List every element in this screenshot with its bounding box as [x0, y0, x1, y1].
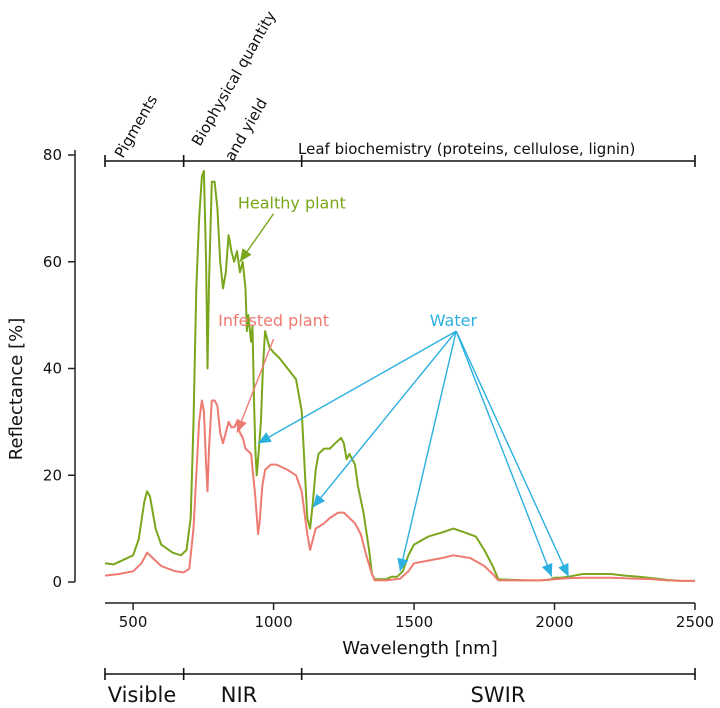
x-axis-label: Wavelength [nm] [342, 638, 498, 659]
bottom-region-label-nir: NIR [221, 683, 258, 707]
x-tick-label: 2000 [535, 613, 573, 631]
annotation-arrow-water [455, 330, 553, 577]
axes [74, 150, 695, 604]
series-lines [104, 170, 695, 582]
x-tick-label: 2500 [676, 613, 714, 631]
bottom-region-label-visible: Visible [108, 683, 177, 707]
y-tick-label: 60 [43, 253, 62, 271]
y-tick-label: 40 [43, 360, 62, 378]
y-tick-label: 20 [43, 466, 62, 484]
y-tick-label: 80 [43, 146, 62, 164]
x-tick-label: 1000 [254, 613, 292, 631]
bottom-region-bracket: Visible NIR SWIR [104, 668, 696, 707]
y-axis-ticks: 0 20 40 60 80 [43, 146, 75, 591]
x-axis-ticks: 500 1000 1500 2000 2500 [119, 603, 714, 631]
annotation-arrow-water [455, 330, 570, 577]
annotation-arrow-healthy-plant [239, 213, 275, 263]
annotation-arrow-water [257, 330, 457, 444]
top-region-label: Biophysical quantity [188, 8, 280, 149]
y-axis-label: Reflectance [%] [6, 318, 27, 460]
x-tick-label: 500 [119, 613, 148, 631]
annotation-arrow-water [397, 330, 457, 572]
top-region-label: Leaf biochemistry (proteins, cellulose, … [298, 140, 635, 158]
bottom-region-label-swir: SWIR [471, 683, 526, 707]
annotation-label-healthy-plant: Healthy plant [238, 193, 346, 212]
y-tick-label: 0 [52, 573, 62, 591]
series-line-healthy-plant [104, 170, 695, 582]
annotations: Healthy plant Infested plant Water [218, 193, 570, 577]
annotation-label-infested-plant: Infested plant [218, 311, 329, 330]
series-line-infested-plant [104, 399, 695, 582]
annotation-arrow-water [312, 330, 457, 508]
annotation-label-water: Water [430, 311, 478, 330]
top-region-label: Pigments [111, 92, 161, 161]
annotation-arrow-infested-plant [236, 338, 275, 433]
x-tick-label: 1500 [395, 613, 433, 631]
